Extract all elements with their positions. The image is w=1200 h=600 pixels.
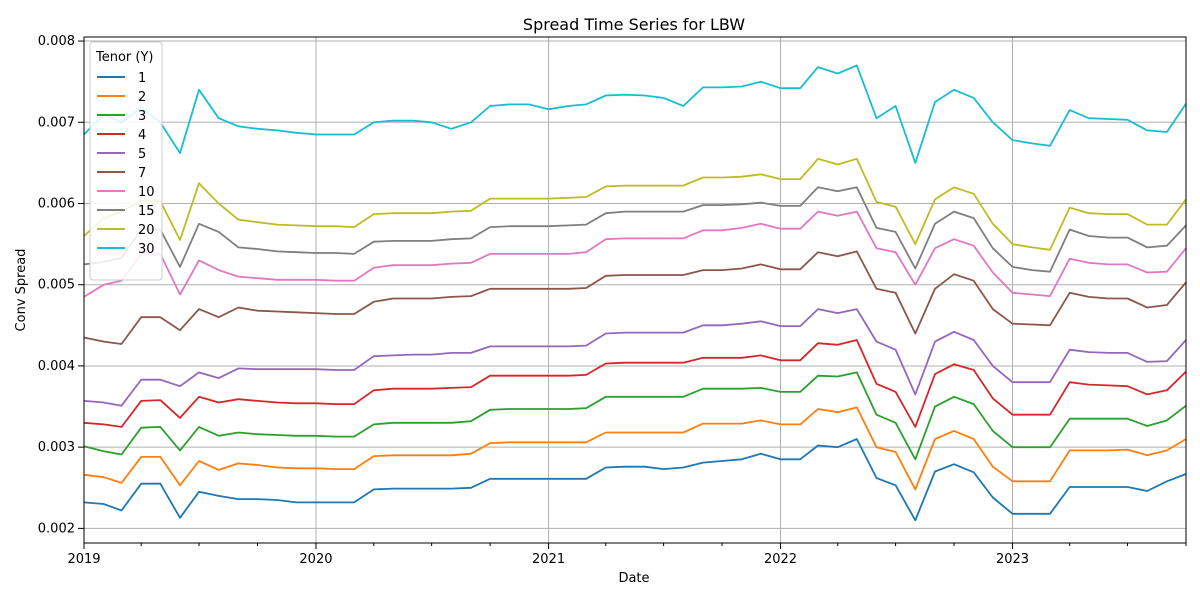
- legend-label-2: 2: [138, 90, 146, 105]
- chart-title: Spread Time Series for LBW: [523, 15, 745, 34]
- legend-label-4: 4: [138, 128, 146, 143]
- y-tick-label: 0.006: [38, 197, 75, 212]
- x-tick-label: 2021: [532, 552, 565, 567]
- y-tick-label: 0.005: [38, 278, 75, 293]
- plot-area: [84, 37, 1186, 543]
- series-line-tenor-7: [83, 250, 1187, 345]
- legend-label-1: 1: [138, 71, 146, 86]
- series-line-tenor-30: [83, 64, 1187, 164]
- gridlines: [83, 37, 1186, 543]
- series-line-tenor-20: [83, 157, 1187, 251]
- legend-box: [89, 41, 163, 281]
- series-line-tenor-4: [83, 339, 1187, 428]
- y-tick-label: 0.002: [38, 521, 75, 536]
- series-line-tenor-1: [83, 438, 1187, 522]
- x-tick-label: 2020: [299, 552, 332, 567]
- x-axis: 2019 2020 2021 2022 2023: [67, 543, 1187, 567]
- y-tick-label: 0.004: [38, 359, 75, 374]
- legend-label-3: 3: [138, 109, 146, 124]
- legend: Tenor (Y) 1 2 3 4 5 7 10 15 20 30: [89, 41, 163, 281]
- y-axis-title: Conv Spread: [14, 249, 29, 332]
- series-line-tenor-15: [83, 186, 1187, 273]
- legend-label-15: 15: [138, 204, 155, 219]
- series-line-tenor-5: [83, 308, 1187, 407]
- legend-label-20: 20: [138, 223, 155, 238]
- legend-title: Tenor (Y): [95, 50, 153, 65]
- legend-label-7: 7: [138, 166, 146, 181]
- plot-frame: [83, 36, 1187, 544]
- y-axis: 0.002 0.003 0.004 0.005 0.006 0.007 0.008: [38, 34, 84, 536]
- legend-label-10: 10: [138, 185, 155, 200]
- series-line-tenor-3: [83, 371, 1187, 461]
- x-tick-label: 2023: [996, 552, 1029, 567]
- legend-label-5: 5: [138, 147, 146, 162]
- x-tick-label: 2019: [67, 552, 100, 567]
- series-lines: [83, 64, 1187, 522]
- x-axis-title: Date: [618, 571, 649, 586]
- series-line-tenor-2: [83, 406, 1187, 491]
- legend-label-30: 30: [138, 242, 155, 257]
- y-tick-label: 0.008: [38, 34, 75, 49]
- x-tick-label: 2022: [764, 552, 797, 567]
- y-tick-label: 0.003: [38, 440, 75, 455]
- y-tick-label: 0.007: [38, 115, 75, 130]
- series-line-tenor-10: [83, 210, 1187, 298]
